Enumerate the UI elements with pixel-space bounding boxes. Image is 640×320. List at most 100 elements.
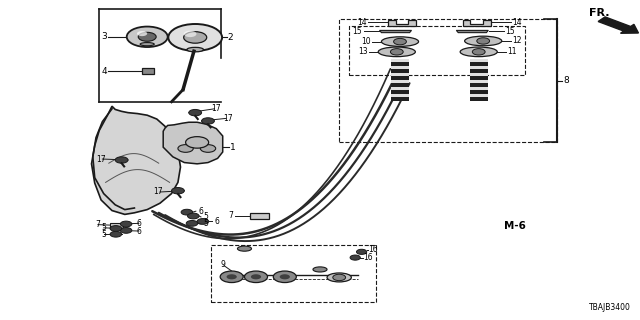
Bar	[470, 83, 488, 87]
Bar	[391, 59, 409, 62]
Circle shape	[184, 31, 196, 37]
Bar	[391, 73, 409, 76]
Bar	[391, 76, 409, 80]
Text: 12: 12	[512, 36, 522, 45]
Text: 14: 14	[357, 18, 367, 27]
Text: 17: 17	[223, 114, 232, 123]
Circle shape	[181, 209, 193, 215]
Circle shape	[202, 118, 214, 124]
Ellipse shape	[381, 37, 419, 46]
Circle shape	[189, 109, 202, 116]
Circle shape	[350, 255, 360, 260]
Text: 5: 5	[204, 212, 209, 221]
Circle shape	[244, 271, 268, 283]
Text: 17: 17	[154, 188, 163, 196]
Bar	[391, 97, 409, 101]
Circle shape	[127, 27, 168, 47]
Bar	[250, 213, 269, 219]
Ellipse shape	[187, 47, 204, 52]
Circle shape	[220, 271, 243, 283]
Bar	[391, 94, 409, 97]
Polygon shape	[163, 122, 223, 164]
Circle shape	[273, 271, 296, 283]
Text: 15: 15	[353, 27, 362, 36]
Text: 5: 5	[101, 223, 106, 232]
Text: 8: 8	[563, 76, 569, 85]
Text: 13: 13	[358, 47, 368, 56]
Text: 1: 1	[230, 143, 236, 152]
Bar	[391, 83, 409, 87]
Bar	[391, 66, 409, 69]
Circle shape	[120, 221, 132, 227]
Bar	[470, 90, 488, 94]
Circle shape	[394, 38, 406, 45]
Circle shape	[110, 231, 122, 237]
Circle shape	[390, 49, 403, 55]
Circle shape	[188, 213, 199, 219]
Bar	[211, 245, 376, 302]
Bar	[470, 97, 488, 101]
Text: 15: 15	[506, 27, 515, 36]
Ellipse shape	[237, 246, 252, 251]
Bar	[470, 80, 488, 83]
Circle shape	[186, 220, 198, 226]
Bar	[391, 80, 409, 83]
Circle shape	[333, 274, 346, 281]
Circle shape	[137, 31, 147, 36]
Circle shape	[168, 24, 222, 51]
Circle shape	[356, 249, 367, 254]
Text: 17: 17	[211, 104, 221, 113]
Bar	[142, 68, 154, 74]
Circle shape	[477, 38, 490, 44]
Text: 6: 6	[214, 217, 220, 226]
Bar	[470, 59, 488, 62]
Text: 6: 6	[198, 207, 204, 216]
Polygon shape	[92, 106, 180, 214]
Text: 6: 6	[136, 219, 141, 228]
Ellipse shape	[378, 47, 415, 57]
Bar	[339, 19, 557, 142]
Ellipse shape	[465, 36, 502, 46]
Circle shape	[138, 32, 156, 41]
Bar	[110, 223, 123, 228]
Bar	[391, 90, 409, 94]
Text: 10: 10	[362, 37, 371, 46]
Bar	[470, 76, 488, 80]
Polygon shape	[380, 30, 412, 33]
Circle shape	[197, 219, 209, 224]
Text: 3: 3	[101, 32, 107, 41]
Bar	[470, 94, 488, 97]
Bar	[391, 69, 409, 73]
Bar	[470, 73, 488, 76]
Ellipse shape	[140, 43, 154, 46]
FancyArrow shape	[598, 17, 639, 33]
Circle shape	[280, 274, 290, 279]
Circle shape	[472, 49, 485, 55]
Circle shape	[200, 145, 216, 152]
Circle shape	[178, 145, 193, 152]
Polygon shape	[456, 30, 488, 33]
Text: 4: 4	[101, 67, 107, 76]
Ellipse shape	[460, 47, 497, 57]
Text: 7: 7	[95, 220, 100, 229]
Circle shape	[227, 274, 237, 279]
Circle shape	[184, 32, 207, 43]
Bar	[349, 26, 525, 75]
Text: 14: 14	[512, 18, 522, 27]
Text: 11: 11	[508, 47, 517, 56]
Polygon shape	[463, 20, 491, 26]
Circle shape	[186, 137, 209, 148]
Text: 6: 6	[136, 227, 141, 236]
Text: M-6: M-6	[504, 220, 526, 231]
Ellipse shape	[313, 267, 327, 272]
Text: 16: 16	[364, 253, 373, 262]
Text: 7: 7	[228, 212, 234, 220]
Bar	[391, 87, 409, 90]
Bar	[470, 69, 488, 73]
Circle shape	[120, 228, 132, 233]
Text: 5: 5	[101, 230, 106, 239]
Text: 9: 9	[221, 260, 226, 269]
Bar	[391, 62, 409, 66]
Text: 5: 5	[204, 220, 209, 228]
Circle shape	[172, 188, 184, 194]
